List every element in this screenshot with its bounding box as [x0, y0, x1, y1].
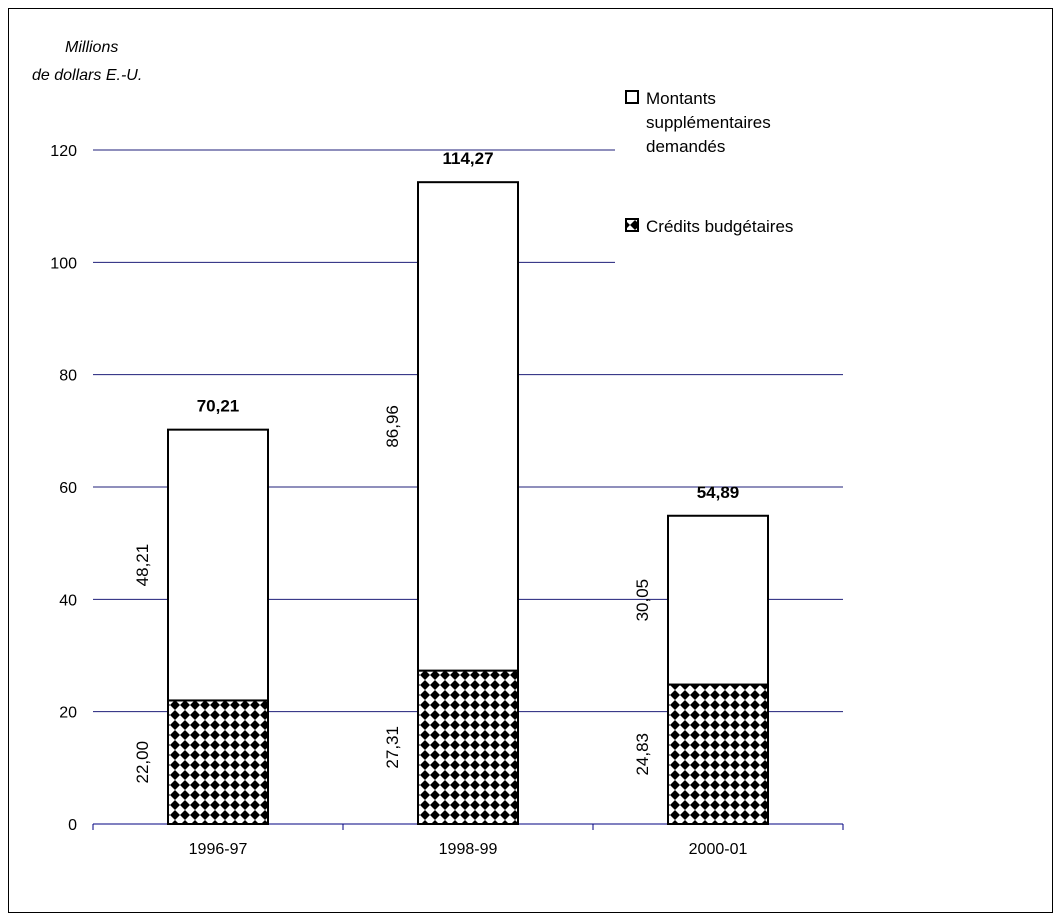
y-tick-label: 120	[50, 143, 77, 160]
bar-total-label: 54,89	[697, 483, 740, 502]
axes: 0 20 40 60 80 100 120 1996-97 1998-99 2000-01	[50, 143, 844, 858]
segment-value-label-credits: 22,00	[133, 741, 152, 784]
y-tick-label: 20	[59, 705, 77, 722]
legend-label-montants: supplémentaires	[646, 113, 771, 132]
x-tick-label: 1996-97	[189, 841, 248, 858]
x-tick-label: 2000-01	[689, 841, 748, 858]
bar-segment-montants-supplementaires	[167, 428, 269, 702]
segment-value-label-credits: 24,83	[633, 733, 652, 776]
y-tick-label: 60	[59, 480, 77, 497]
segment-value-label-credits: 27,31	[383, 726, 402, 769]
bar-segment-montants-supplementaires	[417, 181, 519, 672]
bars	[167, 181, 769, 826]
legend-swatch-montants	[625, 90, 639, 104]
bar-total-label: 70,21	[197, 397, 240, 416]
bar-segment-montants-supplementaires	[667, 514, 769, 686]
y-axis-label-line1: Millions	[65, 39, 118, 56]
legend-label-montants: demandés	[646, 137, 725, 156]
y-tick-label: 0	[68, 817, 77, 834]
bar-segment-credits-budgetaires	[667, 683, 769, 825]
y-axis-label-line2: de dollars E.-U.	[32, 67, 142, 84]
bar-total-label: 114,27	[442, 149, 493, 168]
data-labels: 70,21 22,00 48,21 114,27 27,31 86,96 54,89 24,8…	[133, 149, 739, 783]
bar-segment-credits-budgetaires	[167, 699, 269, 826]
y-tick-label: 40	[59, 592, 77, 609]
segment-value-label-montants: 86,96	[383, 405, 402, 448]
segment-value-label-montants: 48,21	[133, 544, 152, 587]
y-tick-label: 80	[59, 368, 77, 385]
legend-background	[615, 80, 845, 265]
legend-label-montants: Montants	[646, 89, 716, 108]
legend: Montants supplémentaires demandés Crédits b…	[615, 80, 845, 265]
legend-swatch-credits	[625, 218, 639, 232]
segment-value-label-montants: 30,05	[633, 579, 652, 622]
x-tick-label: 1998-99	[439, 841, 498, 858]
legend-label-credits: Crédits budgétaires	[646, 217, 793, 236]
bar-segment-credits-budgetaires	[417, 669, 519, 825]
y-tick-label: 100	[50, 255, 77, 272]
